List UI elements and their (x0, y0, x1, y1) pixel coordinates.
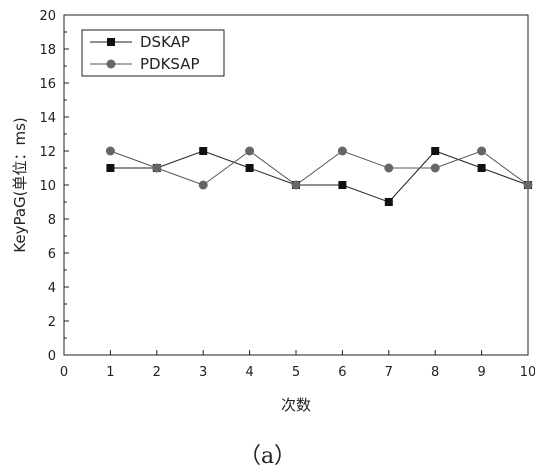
series-line-dskap (110, 151, 528, 202)
legend-marker-square (107, 38, 115, 46)
data-point-dskap (478, 164, 486, 172)
y-tick-label: 18 (39, 43, 56, 58)
y-tick-label: 14 (39, 111, 56, 126)
series-layer (106, 147, 533, 207)
x-tick-label: 9 (477, 365, 485, 380)
legend-marker-circle (107, 60, 116, 69)
x-tick-label: 5 (292, 365, 300, 380)
x-tick-label: 1 (106, 365, 114, 380)
legend: DSKAP PDKSAP (82, 30, 224, 76)
x-tick-label: 8 (431, 365, 439, 380)
data-point-pdksap (106, 147, 115, 156)
y-tick-label: 4 (48, 281, 56, 296)
x-tick-label: 2 (153, 365, 161, 380)
data-point-pdksap (152, 164, 161, 173)
y-tick-label: 10 (39, 179, 56, 194)
x-tick-label: 10 (520, 365, 535, 380)
x-axis-title: 次数 (281, 396, 311, 414)
series-line-pdksap (110, 151, 528, 185)
x-tick-label: 0 (60, 365, 68, 380)
data-point-pdksap (292, 181, 301, 190)
y-tick-label: 8 (48, 213, 56, 228)
line-chart: 012345678910 02468101214161820 次数 KeyPaG… (0, 0, 535, 440)
legend-label-dskap: DSKAP (140, 33, 190, 51)
y-tick-label: 20 (39, 9, 56, 24)
legend-label-pdksap: PDKSAP (140, 55, 200, 73)
x-tick-label: 7 (385, 365, 393, 380)
data-point-pdksap (431, 164, 440, 173)
y-tick-label: 2 (48, 315, 56, 330)
data-point-pdksap (245, 147, 254, 156)
data-point-pdksap (524, 181, 533, 190)
y-tick-label: 12 (39, 145, 56, 160)
x-tick-label: 6 (338, 365, 346, 380)
x-tick-label: 4 (245, 365, 253, 380)
figure-caption: （a） (0, 438, 535, 470)
data-point-dskap (199, 147, 207, 155)
data-point-dskap (385, 198, 393, 206)
data-point-dskap (338, 181, 346, 189)
data-point-pdksap (477, 147, 486, 156)
y-tick-label: 0 (48, 349, 56, 364)
y-axis-title: KeyPaG(单位：ms) (11, 117, 29, 253)
x-tick-label: 3 (199, 365, 207, 380)
data-point-pdksap (199, 181, 208, 190)
data-point-pdksap (384, 164, 393, 173)
data-point-pdksap (338, 147, 347, 156)
y-axis: 0 2 4 6 8 10 12 14 16 18 20 (39, 9, 69, 364)
data-point-dskap (431, 147, 439, 155)
y-tick-label: 6 (48, 247, 56, 262)
y-tick-label: 16 (39, 77, 56, 92)
data-point-dskap (246, 164, 254, 172)
data-point-dskap (106, 164, 114, 172)
